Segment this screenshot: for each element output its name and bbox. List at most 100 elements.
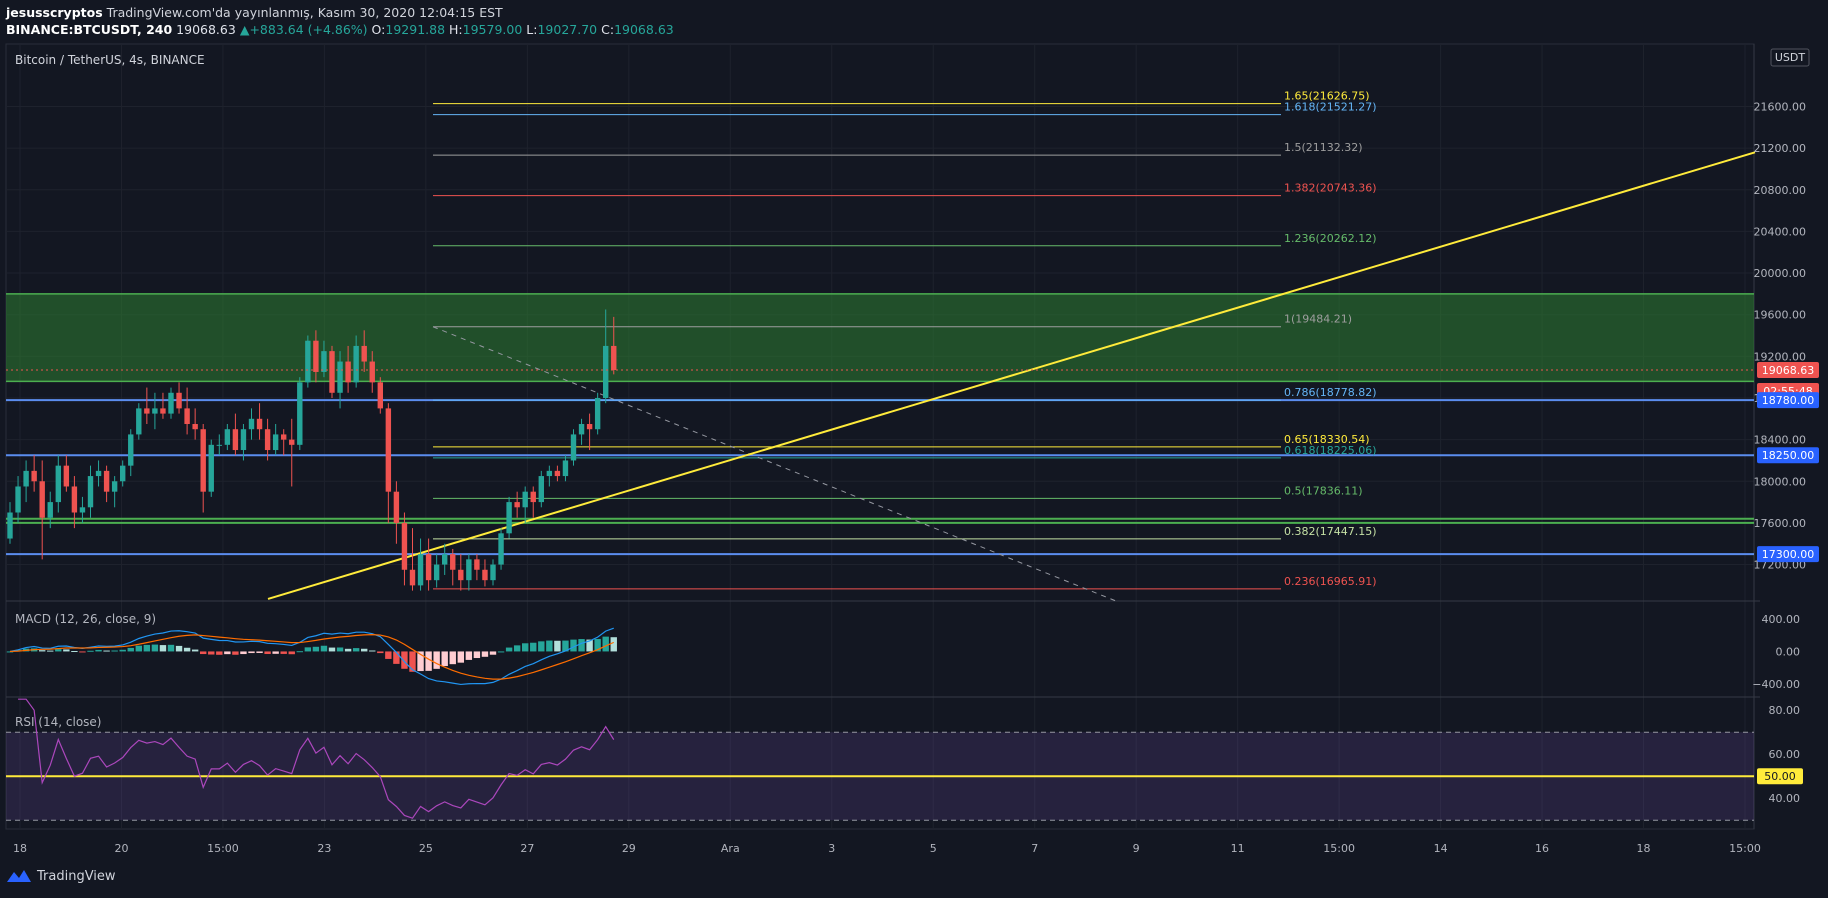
candle-body [120, 465, 126, 482]
candle-body [498, 533, 504, 565]
macd-histogram-bar [151, 644, 159, 652]
macd-histogram-bar [369, 650, 376, 652]
macd-signal-line [9, 634, 614, 680]
macd-histogram-bar [216, 651, 223, 655]
candle-body [39, 481, 45, 518]
macd-histogram-bar [39, 650, 46, 652]
trend-line [267, 151, 1756, 600]
x-tick-label: 9 [1133, 842, 1140, 855]
candle-body [570, 434, 577, 461]
low-label: L: [526, 22, 538, 37]
fib-level-label: 1.5(21132.32) [1284, 141, 1363, 154]
brand-label: TradingView [37, 868, 116, 884]
candle-body [208, 444, 214, 492]
macd-histogram-bar [489, 651, 497, 655]
macd-histogram-bar [47, 650, 54, 652]
author-name[interactable]: jesusscryptos [6, 5, 103, 20]
candle-body [417, 554, 424, 586]
candle-body [305, 340, 311, 383]
macd-histogram-bar [562, 640, 569, 652]
low-value: 19027.70 [537, 22, 598, 37]
candle-body [490, 564, 496, 581]
macd-histogram-bar [240, 651, 247, 655]
x-tick-label: 14 [1434, 842, 1448, 855]
last-price-label: 19068.63 [1762, 364, 1815, 377]
macd-histogram-bar [288, 651, 295, 655]
candle-body [136, 408, 142, 435]
candle-body [7, 512, 13, 539]
level-price-label: 18250.00 [1762, 449, 1815, 462]
macd-title: MACD (12, 26, close, 9) [15, 612, 156, 626]
macd-histogram-bar [111, 650, 118, 652]
candle-body [562, 460, 569, 477]
x-tick-label: Ara [721, 842, 740, 855]
publish-line: jesusscryptos TradingView.com'da yayınla… [6, 4, 674, 21]
candle-body [168, 392, 174, 414]
candle-body [353, 345, 359, 383]
candle-body [272, 434, 279, 451]
macd-histogram-bar [183, 647, 191, 652]
candle-body [313, 340, 319, 372]
macd-histogram-bar [200, 651, 207, 655]
y-tick-label: 20400.00 [1754, 225, 1807, 238]
macd-histogram-bar [95, 649, 102, 652]
candle-body [611, 345, 617, 371]
y-tick-label: 18000.00 [1754, 475, 1807, 488]
supply-zone [6, 293, 1754, 382]
close-value: 19068.63 [614, 22, 674, 37]
fib-level-label: 0.786(18778.82) [1284, 386, 1377, 399]
candle-body [594, 397, 601, 430]
candle-body [458, 569, 464, 581]
macd-histogram-bar [538, 641, 545, 652]
candle-body [538, 476, 544, 503]
currency-box [1770, 48, 1810, 67]
candles-group [7, 309, 617, 591]
macd-histogram-bar [497, 651, 505, 653]
macd-histogram-bar [457, 651, 464, 663]
macd-histogram-bar [586, 639, 593, 652]
candle-body [337, 361, 343, 393]
candle-body [409, 569, 416, 586]
candle-body [55, 465, 61, 503]
y-tick-label: 19600.00 [1754, 309, 1807, 322]
x-tick-label: 27 [520, 842, 534, 855]
x-tick-label: 11 [1231, 842, 1245, 855]
macd-histogram-bar [127, 647, 134, 652]
footer-brand[interactable]: TradingView [6, 868, 116, 884]
candle-body [248, 418, 255, 430]
fib-level-label: 1.236(20262.12) [1284, 232, 1377, 245]
chart-header: jesusscryptos TradingView.com'da yayınla… [6, 4, 674, 38]
candle-body [466, 559, 472, 581]
macd-histogram-bar [232, 651, 239, 655]
candle-body [522, 491, 528, 508]
x-tick-label: 20 [114, 842, 128, 855]
rsi-line [18, 698, 615, 819]
macd-histogram-bar [361, 648, 368, 652]
level-price-label-bg [1757, 546, 1819, 563]
close-label: C: [601, 22, 615, 37]
macd-histogram-bar [336, 647, 344, 652]
candle-body [433, 564, 440, 581]
y-tick-label: 20000.00 [1754, 267, 1807, 280]
candle-body [200, 429, 206, 492]
candle-body [369, 361, 375, 383]
candle-body [345, 361, 351, 383]
macd-histogram-bar [304, 647, 312, 652]
x-tick-label: 3 [828, 842, 835, 855]
macd-histogram-bar [433, 651, 440, 669]
macd-histogram-bar [143, 644, 151, 652]
candle-body [393, 491, 400, 523]
level-price-label: 17300.00 [1762, 548, 1815, 561]
candle-body [361, 345, 367, 362]
macd-histogram-bar [513, 645, 521, 652]
currency-label: USDT [1775, 51, 1806, 64]
candle-body [450, 554, 456, 570]
y-tick-label: 19200.00 [1754, 350, 1807, 363]
x-tick-label: 23 [317, 842, 331, 855]
macd-histogram-bar [87, 650, 94, 652]
candle-body [71, 486, 78, 513]
diagonal-dashed-line [432, 326, 1117, 602]
chart-title: Bitcoin / TetherUS, 4s, BINANCE [15, 53, 205, 67]
macd-histogram-bar [530, 642, 537, 652]
